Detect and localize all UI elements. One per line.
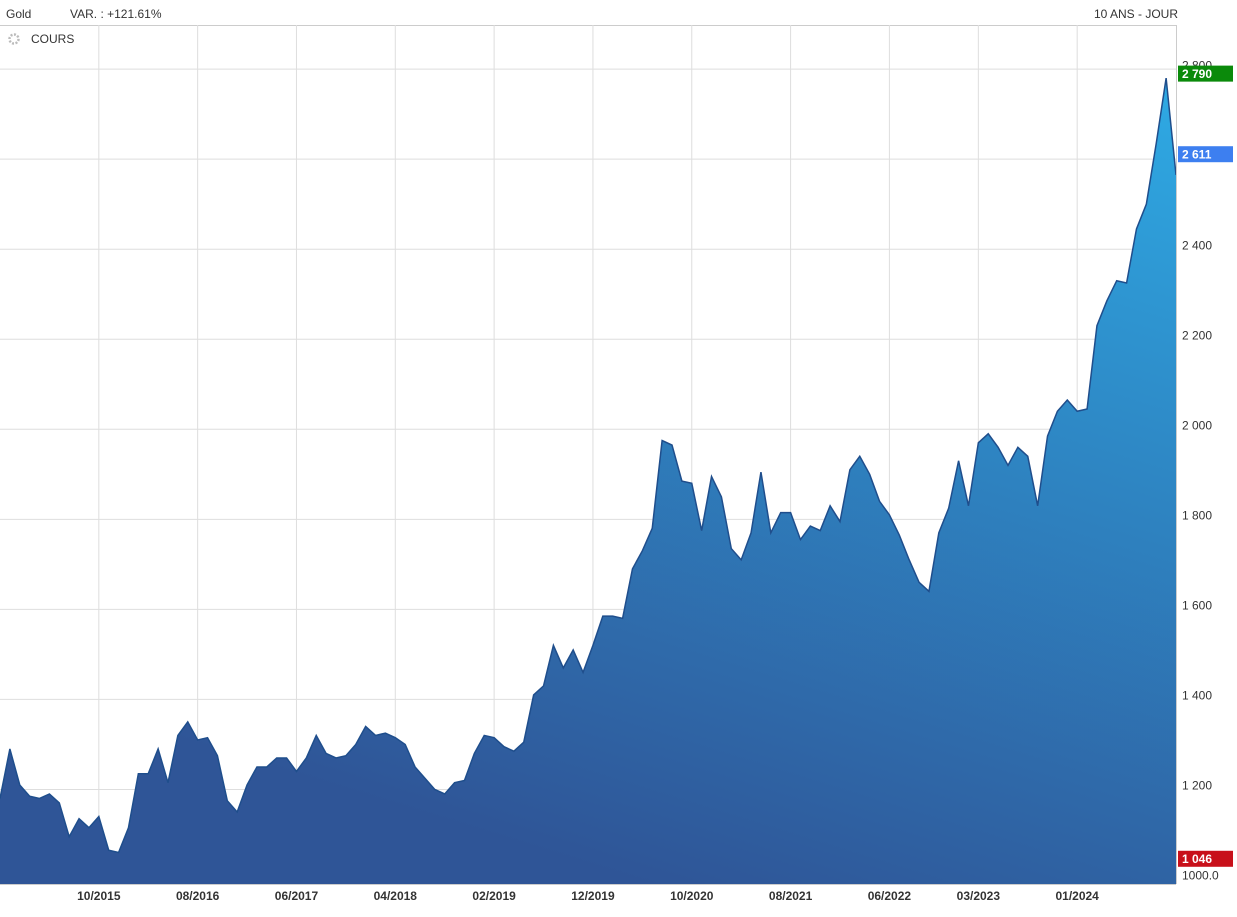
area-fill: [0, 78, 1176, 885]
y-tick-label: 1 600: [1182, 599, 1212, 613]
x-tick-label: 08/2016: [176, 889, 220, 903]
legend: COURS: [8, 32, 74, 46]
chart-title: Gold: [6, 7, 31, 21]
gear-icon: [8, 33, 20, 45]
x-tick-label: 06/2017: [275, 889, 319, 903]
y-tick-label: 1 400: [1182, 689, 1212, 703]
y-tick-label: 2 000: [1182, 418, 1212, 432]
x-tick-label: 04/2018: [374, 889, 418, 903]
price-badge: [1178, 850, 1233, 867]
price-badge-label: 2 790: [1182, 67, 1212, 81]
x-tick-label: 08/2021: [769, 889, 813, 903]
y-tick-label: 1 800: [1182, 509, 1212, 523]
y-tick-label: 1000.0: [1182, 869, 1219, 883]
price-line: [0, 78, 1177, 854]
change-label: VAR. : +121.61%: [70, 7, 162, 21]
price-badge: [1178, 146, 1233, 163]
legend-label: COURS: [31, 32, 74, 46]
price-badge-label: 1 046: [1182, 852, 1212, 866]
x-tick-label: 02/2019: [472, 889, 516, 903]
x-tick-label: 01/2024: [1055, 889, 1099, 903]
x-tick-label: 06/2022: [868, 889, 912, 903]
price-badge: [1178, 65, 1233, 82]
y-tick-label: 2 200: [1182, 328, 1212, 342]
period-label: 10 ANS - JOUR: [1094, 7, 1178, 21]
plot-area: [0, 25, 1177, 885]
x-tick-label: 03/2023: [957, 889, 1001, 903]
x-tick-label: 12/2019: [571, 889, 615, 903]
y-tick-label: 2 400: [1182, 238, 1212, 252]
x-tick-label: 10/2020: [670, 889, 714, 903]
y-tick-label: 1 200: [1182, 779, 1212, 793]
x-tick-label: 10/2015: [77, 889, 121, 903]
price-badge-label: 2 611: [1182, 147, 1212, 161]
